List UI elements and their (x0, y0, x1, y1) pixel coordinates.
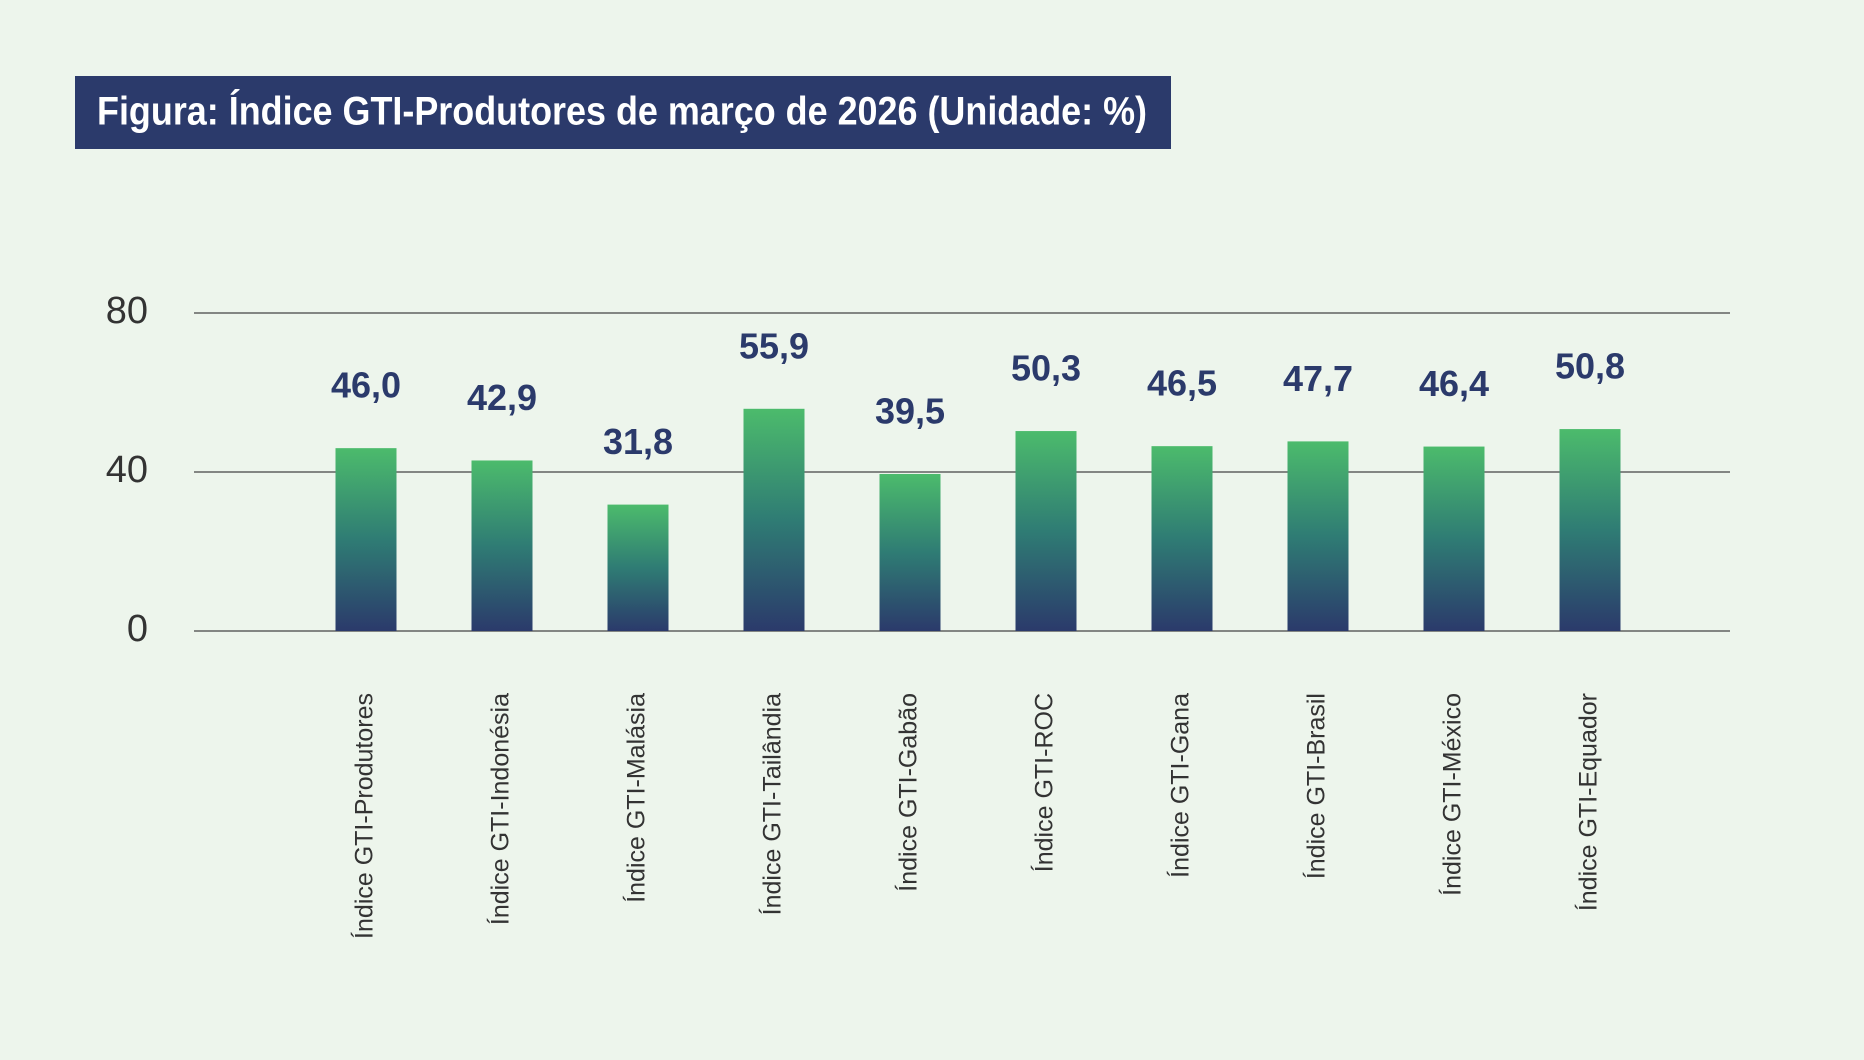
x-tick-label: Índice GTI-Gabão (894, 693, 923, 892)
x-tick-label: Índice GTI-Tailândia (758, 693, 787, 915)
bar (1015, 431, 1077, 631)
x-tick-label: Índice GTI-ROC (1030, 693, 1059, 872)
value-label: 31,8 (603, 421, 673, 462)
value-label: 46,4 (1419, 363, 1489, 404)
x-tick-label: Índice GTI-Equador (1574, 693, 1603, 911)
value-label: 46,5 (1147, 363, 1217, 404)
bar (743, 408, 805, 631)
x-tick-label: Índice GTI-México (1438, 693, 1467, 896)
x-tick-label: Índice GTI-Brasil (1302, 693, 1331, 879)
x-tick-label: Índice GTI-Malásia (622, 693, 651, 903)
bar (335, 448, 397, 631)
value-label: 39,5 (875, 391, 945, 432)
y-tick-label: 80 (106, 290, 148, 332)
x-tick-label: Índice GTI-Gana (1166, 693, 1195, 878)
x-tick-label: Índice GTI-Indonésia (486, 693, 515, 925)
value-label: 42,9 (467, 377, 537, 418)
value-label: 47,7 (1283, 358, 1353, 399)
bar (607, 504, 669, 631)
x-tick-label: Índice GTI-Produtores (350, 693, 379, 939)
value-label: 50,3 (1011, 348, 1081, 389)
bar (1151, 446, 1213, 631)
y-tick-label: 40 (106, 449, 148, 491)
value-label: 55,9 (739, 325, 809, 366)
value-label: 46,0 (331, 365, 401, 406)
bar (1559, 429, 1621, 631)
bar (1423, 446, 1485, 631)
bar (1287, 441, 1349, 631)
title-box (75, 76, 1171, 149)
value-label: 50,8 (1555, 346, 1625, 387)
bar (471, 460, 533, 631)
bar (879, 473, 941, 631)
y-tick-label: 0 (127, 608, 148, 650)
chart-title: Figura: Índice GTI-Produtores de março d… (97, 89, 1147, 134)
